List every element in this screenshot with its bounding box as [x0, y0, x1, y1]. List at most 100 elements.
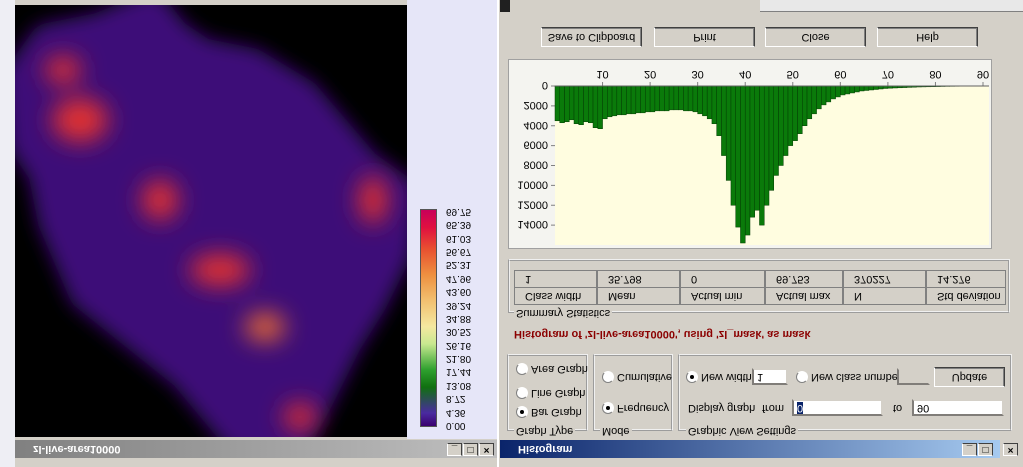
- bar: [840, 85, 846, 96]
- bar: [859, 85, 865, 92]
- x-tick-label: 90: [977, 68, 989, 80]
- y-tick-label: 10000: [517, 178, 548, 190]
- bar: [797, 85, 803, 134]
- legend-label: 17.44: [446, 366, 472, 378]
- y-tick-label: 4000: [524, 119, 548, 131]
- y-tick-label: 12000: [517, 198, 548, 210]
- x-tick-label: 80: [929, 68, 941, 80]
- x-tick-label: 50: [787, 68, 799, 80]
- legend-label: 4.36: [446, 406, 466, 418]
- bar: [721, 85, 727, 156]
- bar: [868, 85, 874, 91]
- bar: [664, 85, 670, 112]
- legend-label: 13.08: [446, 379, 472, 391]
- bar: [744, 85, 751, 236]
- bar: [835, 85, 841, 98]
- legend-label: 34.88: [446, 313, 472, 324]
- bar: [640, 85, 646, 114]
- y-tick-label: 8000: [524, 159, 548, 171]
- table-cell: 14.276: [926, 270, 1006, 288]
- bar: [578, 85, 584, 126]
- bar: [821, 85, 827, 106]
- y-tick-label: 6000: [524, 139, 548, 151]
- legend-label: 61.03: [446, 232, 472, 244]
- bar: [735, 85, 741, 228]
- button[interactable]: Print: [654, 27, 755, 47]
- raster-surface: [15, 5, 407, 437]
- bar: [830, 85, 836, 100]
- bar: [630, 85, 637, 115]
- bar: [754, 85, 760, 211]
- bar: [668, 85, 675, 111]
- background-window: [500, 0, 510, 12]
- bar: [659, 85, 665, 112]
- bar: [711, 85, 717, 125]
- table-cell: 69.753: [765, 270, 843, 288]
- bar: [706, 85, 713, 120]
- bar: [787, 85, 794, 146]
- legend-label: 39.24: [446, 299, 472, 311]
- table-header: Std deviation: [926, 287, 1006, 305]
- bar: [635, 85, 641, 114]
- legend-label: 30.52: [446, 326, 472, 338]
- bar: [759, 85, 765, 226]
- bar: [768, 85, 775, 191]
- bar: [873, 85, 879, 90]
- x-tick-label: 10: [596, 68, 608, 80]
- table-header: Actual min: [680, 287, 765, 305]
- bar: [697, 85, 703, 115]
- bar: [773, 85, 779, 176]
- legend-label: 65.39: [446, 219, 472, 231]
- button[interactable]: Close: [765, 27, 866, 47]
- legend-label: 52.31: [446, 259, 472, 271]
- legend-label: 43.60: [446, 286, 472, 298]
- legend-label: 69.75: [446, 206, 472, 217]
- legend-label: 26.16: [446, 339, 472, 351]
- bar: [854, 85, 860, 93]
- button[interactable]: Help: [877, 27, 978, 47]
- y-tick-label: 2000: [524, 99, 548, 111]
- bar: [763, 85, 770, 206]
- bar: [716, 85, 722, 136]
- bar: [569, 85, 575, 121]
- bar: [564, 85, 570, 123]
- bar: [725, 85, 732, 181]
- bar: [588, 85, 594, 124]
- table-cell: 1: [514, 270, 597, 288]
- bar: [844, 85, 851, 95]
- table-cell: 35.798: [597, 270, 680, 288]
- x-tick-label: 30: [692, 68, 704, 80]
- table-header: Mean: [597, 287, 680, 305]
- legend-label: 0.00: [446, 420, 466, 431]
- bar: [654, 85, 660, 112]
- x-tick-label: 40: [739, 68, 751, 80]
- button[interactable]: Save to Clipboard: [541, 27, 642, 47]
- table-cell: 0: [680, 270, 765, 288]
- bar: [802, 85, 808, 126]
- bar: [621, 85, 627, 116]
- bar: [597, 85, 603, 129]
- bar: [573, 85, 580, 125]
- bar: [792, 85, 798, 141]
- legend-label: 8.72: [446, 393, 466, 405]
- bar: [687, 85, 694, 112]
- table-header: N: [843, 287, 926, 305]
- bar: [730, 85, 736, 206]
- bar: [825, 85, 832, 103]
- y-tick-label: 14000: [517, 218, 548, 230]
- bar: [649, 85, 656, 113]
- bar: [626, 85, 632, 115]
- table-cell: 370227: [843, 270, 926, 288]
- bar: [811, 85, 817, 115]
- table-header: Class width: [514, 287, 597, 305]
- bar: [849, 85, 855, 94]
- bar: [554, 85, 561, 122]
- bar: [611, 85, 618, 117]
- bar: [678, 85, 684, 111]
- x-tick-label: 60: [834, 68, 846, 80]
- table-header: Actual max: [765, 287, 843, 305]
- bar: [740, 85, 746, 244]
